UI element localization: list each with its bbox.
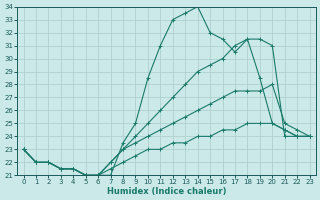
X-axis label: Humidex (Indice chaleur): Humidex (Indice chaleur) <box>107 187 226 196</box>
